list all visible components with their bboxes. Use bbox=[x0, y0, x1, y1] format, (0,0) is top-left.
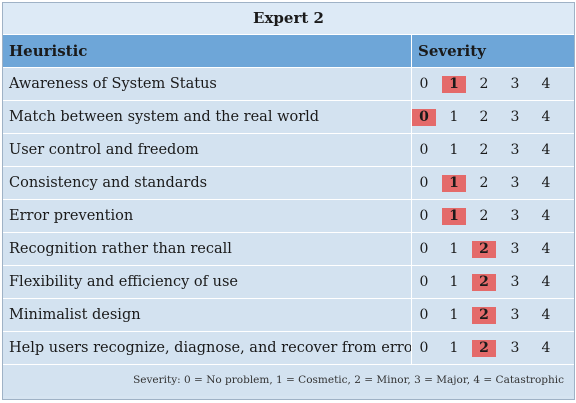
table-body: Awareness of System Status 0 1 2 3 4 Match bet… bbox=[3, 68, 574, 365]
table-row: User control and freedom 0 1 2 3 4 bbox=[3, 134, 574, 167]
severity-option-selected: 2 bbox=[472, 307, 496, 324]
severity-option: 2 bbox=[479, 208, 489, 224]
severity-option: 3 bbox=[510, 274, 520, 290]
severity-option: 1 bbox=[449, 340, 459, 356]
severity-option: 3 bbox=[510, 208, 520, 224]
severity-option: 1 bbox=[449, 241, 459, 257]
severity-option: 0 bbox=[419, 76, 429, 92]
heuristic-name: Error prevention bbox=[3, 200, 412, 232]
severity-option: 0 bbox=[419, 307, 429, 323]
severity-option: 3 bbox=[510, 340, 520, 356]
column-header-heuristic: Heuristic bbox=[3, 35, 412, 67]
heuristic-name: Consistency and standards bbox=[3, 167, 412, 199]
severity-option: 3 bbox=[510, 76, 520, 92]
severity-option: 4 bbox=[541, 175, 551, 191]
severity-option: 2 bbox=[479, 76, 489, 92]
severity-option: 2 bbox=[479, 175, 489, 191]
severity-option: 2 bbox=[479, 109, 489, 125]
severity-option-selected: 2 bbox=[472, 241, 496, 258]
severity-option-selected: 2 bbox=[472, 340, 496, 357]
table-row: Help users recognize, diagnose, and reco… bbox=[3, 332, 574, 365]
severity-option: 3 bbox=[510, 109, 520, 125]
heuristic-name: Recognition rather than recall bbox=[3, 233, 412, 265]
severity-option: 4 bbox=[541, 340, 551, 356]
severity-option-selected: 1 bbox=[442, 76, 466, 93]
heuristic-name: Flexibility and efficiency of use bbox=[3, 266, 412, 298]
severity-option: 3 bbox=[510, 307, 520, 323]
severity-option: 4 bbox=[541, 109, 551, 125]
table-row: Flexibility and efficiency of use 0 1 2 3 4 bbox=[3, 266, 574, 299]
severity-option: 0 bbox=[419, 340, 429, 356]
table-row: Recognition rather than recall 0 1 2 3 4 bbox=[3, 233, 574, 266]
severity-option: 0 bbox=[419, 274, 429, 290]
table-row: Minimalist design 0 1 2 3 4 bbox=[3, 299, 574, 332]
severity-option: 0 bbox=[419, 241, 429, 257]
severity-option: 0 bbox=[419, 208, 429, 224]
table-row: Error prevention 0 1 2 3 4 bbox=[3, 200, 574, 233]
severity-option: 1 bbox=[449, 307, 459, 323]
severity-option: 4 bbox=[541, 208, 551, 224]
severity-option-selected: 2 bbox=[472, 274, 496, 291]
heuristic-name: Minimalist design bbox=[3, 299, 412, 331]
severity-legend: Severity: 0 = No problem, 1 = Cosmetic, … bbox=[3, 365, 574, 396]
severity-option: 4 bbox=[541, 241, 551, 257]
severity-option: 4 bbox=[541, 274, 551, 290]
heuristic-name: Help users recognize, diagnose, and reco… bbox=[3, 332, 412, 364]
severity-scale: 0 1 2 3 4 bbox=[412, 134, 574, 166]
table-row: Consistency and standards 0 1 2 3 4 bbox=[3, 167, 574, 200]
severity-option: 2 bbox=[479, 142, 489, 158]
severity-option: 3 bbox=[510, 142, 520, 158]
severity-option: 3 bbox=[510, 241, 520, 257]
severity-option-selected: 0 bbox=[412, 109, 436, 126]
severity-option: 1 bbox=[449, 274, 459, 290]
severity-option-selected: 1 bbox=[442, 208, 466, 225]
severity-option: 4 bbox=[541, 76, 551, 92]
severity-option: 3 bbox=[510, 175, 520, 191]
table-row: Match between system and the real world 0… bbox=[3, 101, 574, 134]
severity-option: 0 bbox=[419, 175, 429, 191]
severity-option: 4 bbox=[541, 142, 551, 158]
severity-option: 0 bbox=[419, 142, 429, 158]
heuristic-name: User control and freedom bbox=[3, 134, 412, 166]
severity-option: 1 bbox=[449, 142, 459, 158]
severity-option: 1 bbox=[449, 109, 459, 125]
table-header: Heuristic Severity bbox=[3, 35, 574, 68]
heuristic-name: Awareness of System Status bbox=[3, 68, 412, 100]
table-row: Awareness of System Status 0 1 2 3 4 bbox=[3, 68, 574, 101]
severity-option-selected: 1 bbox=[442, 175, 466, 192]
table-title: Expert 2 bbox=[3, 3, 574, 35]
column-header-severity: Severity bbox=[418, 42, 486, 60]
severity-option: 4 bbox=[541, 307, 551, 323]
heuristic-name: Match between system and the real world bbox=[3, 101, 412, 133]
